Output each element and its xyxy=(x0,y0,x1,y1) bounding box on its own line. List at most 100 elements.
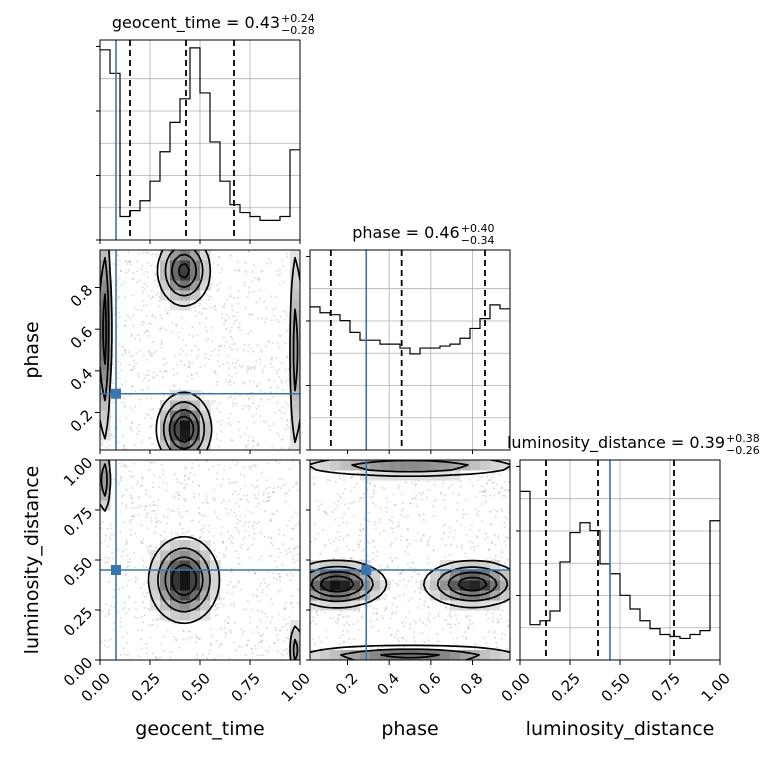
sample-point xyxy=(210,354,213,357)
sample-point xyxy=(425,624,428,627)
sample-point xyxy=(433,483,436,486)
sample-point xyxy=(171,331,174,334)
sample-point xyxy=(126,584,129,587)
density-cell xyxy=(370,460,381,471)
sample-point xyxy=(251,647,254,650)
sample-point xyxy=(198,521,201,524)
sample-point xyxy=(349,489,352,492)
density-cell xyxy=(460,570,471,581)
sample-point xyxy=(130,528,133,531)
sample-point xyxy=(180,316,183,319)
sample-point xyxy=(169,656,172,659)
sample-point xyxy=(493,629,496,632)
sample-point xyxy=(242,538,245,541)
sample-point xyxy=(167,620,170,623)
density-cell xyxy=(500,590,510,601)
sample-point xyxy=(227,537,230,540)
sample-point xyxy=(239,487,242,490)
sample-point xyxy=(111,552,114,555)
sample-point xyxy=(191,326,194,329)
sample-point xyxy=(316,614,319,617)
sample-point xyxy=(133,551,136,554)
sample-point xyxy=(295,482,298,485)
sample-point xyxy=(211,400,214,403)
density-cell xyxy=(490,650,501,660)
sample-point xyxy=(495,646,498,649)
sample-point xyxy=(174,491,177,494)
sample-point xyxy=(237,562,240,565)
sample-point xyxy=(338,475,341,478)
sample-point xyxy=(396,525,399,528)
sample-point xyxy=(160,643,163,646)
sample-point xyxy=(413,567,416,570)
sample-point xyxy=(393,596,396,599)
sample-point xyxy=(282,280,285,283)
sample-point xyxy=(122,521,125,524)
sample-point xyxy=(228,499,231,502)
density-cell xyxy=(350,650,361,660)
sample-point xyxy=(122,447,125,450)
sample-point xyxy=(229,396,232,399)
sample-point xyxy=(246,643,249,646)
sample-point xyxy=(251,652,254,655)
sample-point xyxy=(389,617,392,620)
sample-point xyxy=(373,484,376,487)
sample-point xyxy=(465,638,468,641)
density-cell xyxy=(420,460,431,471)
sample-point xyxy=(484,613,487,616)
y-tick-label-phase: 0.2 xyxy=(67,406,97,436)
sample-point xyxy=(506,619,509,622)
sample-point xyxy=(145,505,148,508)
sample-point xyxy=(284,500,287,503)
sample-point xyxy=(277,590,280,593)
sample-point xyxy=(246,426,249,429)
sample-point xyxy=(246,548,249,551)
sample-point xyxy=(220,317,223,320)
sample-point xyxy=(339,642,342,645)
sample-point xyxy=(132,360,135,363)
sample-point xyxy=(492,472,495,475)
sample-point xyxy=(343,624,346,627)
sample-point xyxy=(125,541,128,544)
sample-point xyxy=(156,291,159,294)
sample-point xyxy=(382,617,385,620)
sample-point xyxy=(222,604,225,607)
density-cell xyxy=(320,650,331,660)
sample-point xyxy=(173,373,176,376)
sample-point xyxy=(268,486,271,489)
sample-point xyxy=(386,566,389,569)
sample-point xyxy=(142,304,145,307)
sample-point xyxy=(273,487,276,490)
sample-point xyxy=(206,460,209,463)
sample-point xyxy=(262,494,265,497)
sample-point xyxy=(385,607,388,610)
sample-point xyxy=(404,515,407,518)
sample-point xyxy=(465,533,468,536)
sample-point xyxy=(483,490,486,493)
sample-point xyxy=(123,445,126,448)
sample-point xyxy=(400,509,403,512)
sample-point xyxy=(237,557,240,560)
sample-point xyxy=(100,527,103,530)
sample-point xyxy=(324,512,327,515)
density-cell xyxy=(420,580,431,591)
sample-point xyxy=(127,269,130,272)
density-cell xyxy=(190,280,201,291)
sample-point xyxy=(243,529,246,532)
sample-point xyxy=(427,606,430,609)
sample-point xyxy=(119,269,122,272)
density-cell xyxy=(320,570,331,581)
sample-point xyxy=(282,484,285,487)
sample-point xyxy=(121,383,124,386)
sample-point xyxy=(219,439,222,442)
sample-point xyxy=(372,624,375,627)
sample-point xyxy=(209,642,212,645)
sample-point xyxy=(491,620,494,623)
sample-point xyxy=(279,334,282,337)
sample-point xyxy=(196,637,199,640)
sample-point xyxy=(130,385,133,388)
sample-point xyxy=(286,379,289,382)
sample-point xyxy=(129,521,132,524)
sample-point xyxy=(479,490,482,493)
sample-point xyxy=(125,489,128,492)
